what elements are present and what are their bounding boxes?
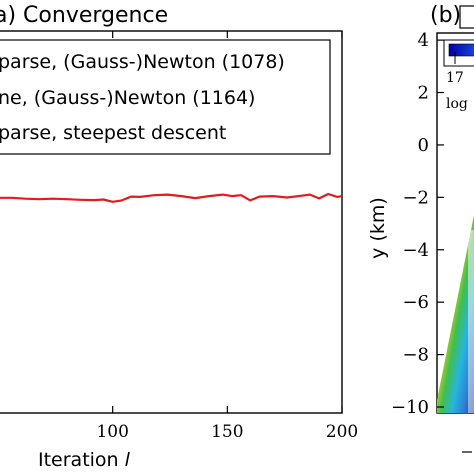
x-axis-label-text: Iteration bbox=[38, 449, 119, 471]
y-tick-label-0: 4 bbox=[418, 30, 429, 51]
panel-b-title-box bbox=[459, 5, 474, 29]
panel-b-y-axis-label: y (km) bbox=[367, 197, 389, 259]
heatmap-strip bbox=[468, 230, 474, 413]
legend-entry-1: parse, (Gauss-)Newton (1078) bbox=[0, 51, 285, 73]
y-tick-label-3: −2 bbox=[402, 187, 429, 208]
x-tick-label-0: 100 bbox=[96, 422, 128, 442]
legend: parse, (Gauss-)Newton (1078) ne, (Gauss-… bbox=[0, 39, 331, 155]
panel-a: a) Convergence 100 150 200 parse, (Gauss-)… bbox=[0, 3, 358, 471]
y-tick-label-7: −10 bbox=[391, 397, 429, 418]
panel-b: (b) 17 log 4 2 0 −2 −4 −6 −8 −10 y (km) bbox=[367, 3, 474, 453]
colorbar-tick-label: 17 bbox=[446, 70, 464, 86]
x-tick-label-1: 150 bbox=[211, 422, 243, 442]
colorbar-label: log bbox=[446, 96, 468, 112]
series-line-steepest-descent bbox=[0, 192, 343, 203]
x-tick-label-2: 200 bbox=[326, 422, 358, 442]
panel-b-y-ticks: 4 2 0 −2 −4 −6 −8 −10 bbox=[391, 30, 444, 418]
y-tick-label-6: −8 bbox=[402, 345, 429, 366]
panel-a-title: a) Convergence bbox=[0, 3, 168, 28]
panel-a-x-axis-label: Iteration l bbox=[38, 449, 131, 471]
x-axis-label-variable: l bbox=[125, 449, 131, 471]
y-tick-label-2: 0 bbox=[418, 135, 429, 156]
panel-a-x-ticks: 100 150 200 bbox=[96, 31, 358, 442]
y-tick-label-4: −4 bbox=[402, 240, 429, 261]
y-tick-label-1: 2 bbox=[418, 83, 429, 104]
legend-entry-2: ne, (Gauss-)Newton (1164) bbox=[0, 87, 255, 109]
y-tick-label-5: −6 bbox=[402, 292, 429, 313]
panel-a-axes-frame bbox=[0, 30, 343, 414]
colorbar bbox=[448, 43, 474, 57]
panel-b-title: (b) bbox=[430, 3, 461, 28]
legend-entry-3: parse, steepest descent bbox=[0, 122, 226, 144]
legend-box bbox=[0, 39, 331, 155]
heatmap-region bbox=[437, 215, 474, 413]
